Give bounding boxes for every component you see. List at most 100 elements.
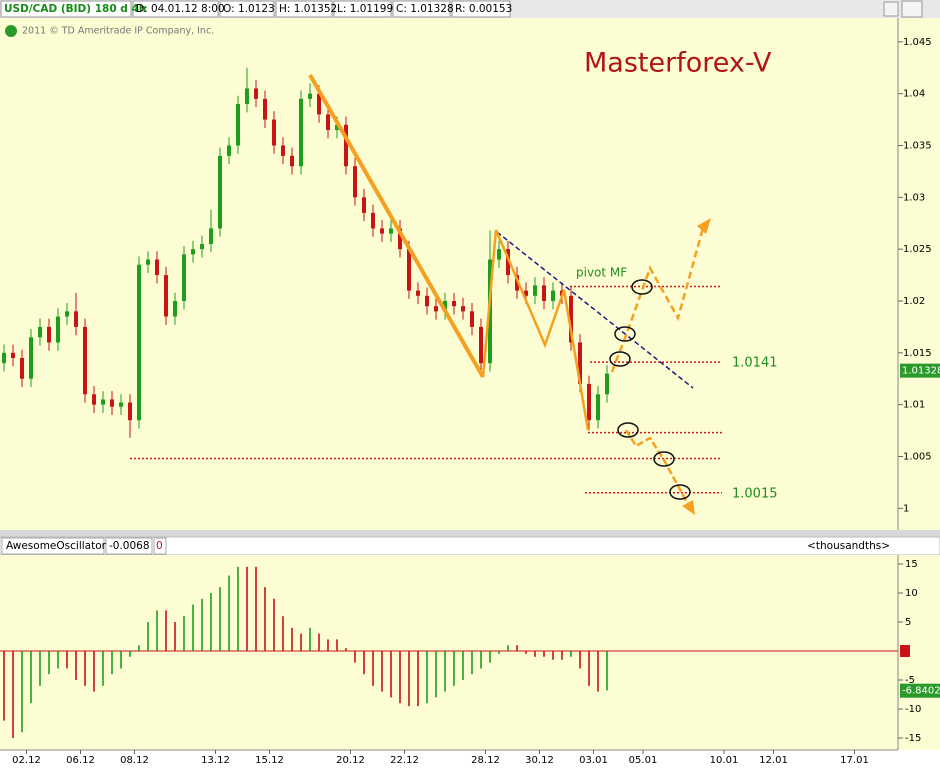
y-tick-label: 1.035: [903, 141, 932, 152]
candle-body: [353, 166, 357, 198]
x-tick-label: 15.12: [255, 755, 284, 766]
header-close: C: 1.01328: [396, 3, 454, 15]
candle-body: [263, 98, 267, 120]
arrow-head: [682, 500, 695, 515]
candle-body: [596, 394, 600, 421]
candle-body: [290, 155, 294, 167]
indicator-units: <thousandths>: [807, 540, 890, 552]
header-box: [333, 0, 392, 18]
candle-body: [119, 402, 123, 407]
candle-body: [38, 326, 42, 338]
indicator-name: AwesomeOscillator: [6, 540, 107, 552]
x-tick-label: 05.01: [629, 755, 658, 766]
chart-title: Masterforex-V: [584, 48, 772, 79]
y-tick-label: 1.01: [903, 400, 925, 411]
header-high: H: 1.01352: [279, 3, 337, 15]
x-tick-label: 17.01: [840, 755, 869, 766]
candle-body: [326, 114, 330, 130]
indicator-value: -0.0068: [109, 540, 150, 552]
header-box: [132, 0, 219, 18]
panel-divider: [0, 530, 940, 537]
candle-body: [434, 306, 438, 312]
candle-body: [533, 285, 537, 296]
indicator-box: [105, 537, 153, 555]
symbol: USD/CAD (BID) 180 d 4h: [4, 3, 146, 15]
candle-body: [101, 399, 105, 405]
y-tick-label: 15: [905, 559, 918, 570]
candle-body: [236, 104, 240, 146]
candle-body: [74, 311, 78, 327]
candle-body: [362, 197, 366, 213]
zero-marker: [900, 645, 910, 657]
candle-body: [416, 290, 420, 296]
candle-body: [317, 93, 321, 115]
info-icon[interactable]: [5, 25, 17, 37]
header-open: O: 1.0123: [223, 3, 275, 15]
x-tick-label: 02.12: [12, 755, 41, 766]
level-label: 1.0015: [732, 486, 778, 501]
candle-body: [308, 93, 312, 99]
wave-line: [481, 229, 590, 431]
candle-body: [2, 352, 6, 364]
y-tick-label: 1.015: [903, 348, 932, 359]
indicator-setting: 0: [156, 540, 163, 552]
last-value: -6.8402: [902, 686, 940, 697]
arrow-head: [697, 218, 711, 234]
candle-body: [443, 300, 447, 312]
candle-body: [452, 300, 456, 307]
header-box: [275, 0, 333, 18]
trend-line: [496, 231, 694, 389]
y-tick-label: 1.03: [903, 192, 925, 203]
candle-body: [11, 352, 15, 358]
analysis-drawings: [308, 74, 711, 515]
candle-body: [218, 155, 222, 229]
x-tick-label: 13.12: [201, 755, 230, 766]
candle-body: [470, 311, 474, 327]
candle-body: [371, 212, 375, 229]
candle-body: [155, 259, 159, 276]
annotation: pivot MF: [576, 266, 627, 280]
candle-body: [146, 259, 150, 265]
candle-body: [569, 295, 573, 343]
candle-body: [56, 316, 60, 343]
header-low: L: 1.01199: [337, 3, 393, 15]
wave-line: [308, 74, 485, 378]
header-button[interactable]: [883, 1, 899, 17]
candle-body: [128, 402, 132, 421]
level-label: 1.0141: [732, 356, 778, 371]
candle-body: [191, 249, 195, 255]
candle-body: [200, 243, 204, 250]
x-tick-label: 20.12: [336, 755, 365, 766]
print-button[interactable]: [901, 0, 923, 18]
copyright: 2011 © TD Ameritrade IP Company, Inc.: [22, 26, 214, 37]
oscillator-panel: [0, 555, 940, 750]
candle-body: [254, 88, 258, 99]
marker-ellipse: [669, 484, 691, 500]
marker-ellipse: [609, 351, 631, 367]
forecast-up: [610, 227, 705, 373]
y-tick-label: 1.045: [903, 37, 932, 48]
header-date: D: 04.01.12 8:00: [136, 3, 225, 15]
marker-ellipse: [614, 326, 636, 342]
candle-body: [83, 326, 87, 395]
y-tick-label: 5: [905, 617, 911, 628]
x-tick-label: 12.01: [759, 755, 788, 766]
candle-body: [587, 383, 591, 421]
marker-ellipse: [617, 422, 639, 438]
candle-body: [578, 342, 582, 384]
candle-body: [380, 228, 384, 234]
header-box: [451, 0, 511, 18]
candle-body: [497, 249, 501, 260]
candle-body: [164, 275, 168, 317]
forecast-down: [624, 429, 692, 509]
candle-body: [65, 311, 69, 317]
candle-body: [29, 337, 33, 379]
last-value-box: [900, 683, 940, 698]
candle-body: [209, 228, 213, 244]
header-range: R: 0.00153: [455, 3, 512, 15]
x-tick-label: 28.12: [471, 755, 500, 766]
candle-body: [605, 373, 609, 395]
header-box: [0, 0, 132, 18]
indicator-box: [153, 537, 167, 555]
marker-ellipse: [653, 451, 675, 467]
